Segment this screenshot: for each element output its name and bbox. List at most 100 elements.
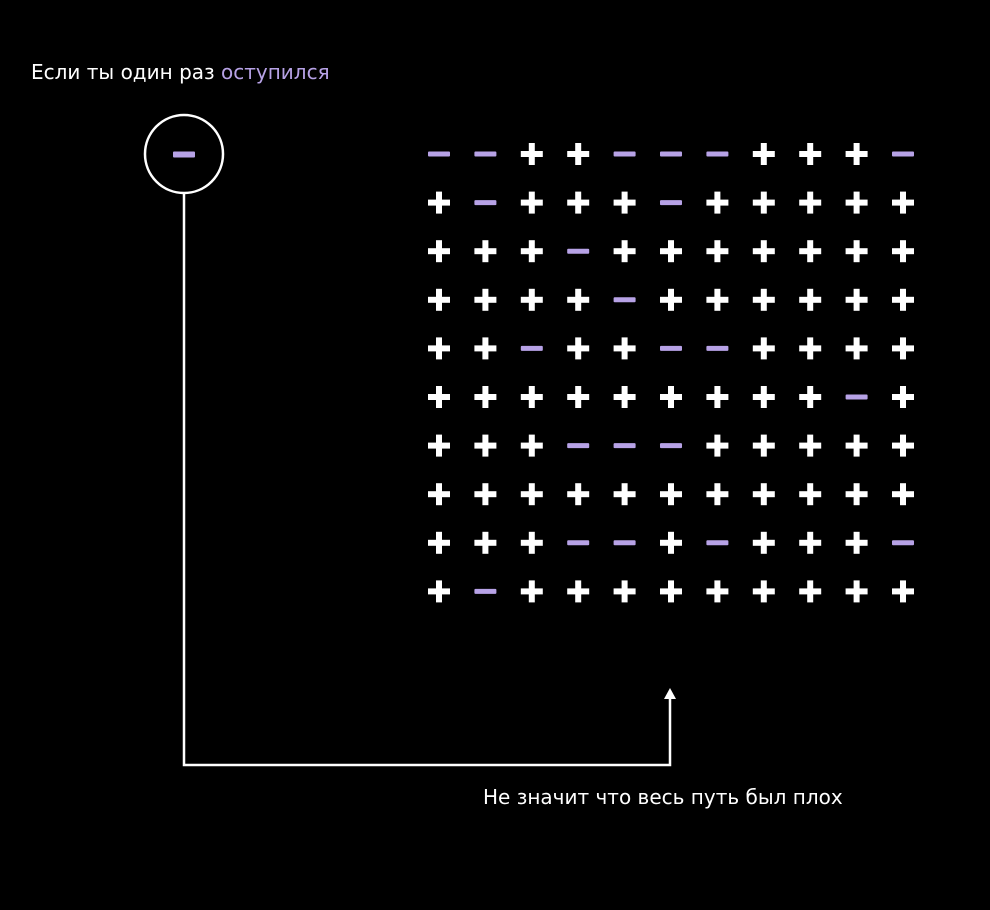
minus-icon — [706, 345, 729, 351]
plus-icon — [428, 337, 450, 360]
plus-icon — [845, 483, 868, 506]
plus-icon — [845, 337, 868, 360]
minus-icon — [567, 540, 590, 546]
plus-icon — [752, 580, 775, 603]
plus-icon — [428, 191, 450, 214]
plus-icon — [892, 386, 914, 408]
plus-icon — [613, 191, 636, 214]
highlight-minus-icon — [173, 151, 195, 158]
plus-icon — [474, 240, 497, 263]
headline-lead: Если ты один раз — [31, 60, 215, 84]
plus-icon — [520, 386, 543, 408]
minus-icon — [706, 540, 729, 546]
plus-icon — [752, 288, 775, 311]
plus-icon — [474, 531, 497, 554]
plus-icon — [520, 580, 543, 603]
minus-icon — [845, 394, 868, 400]
plus-icon — [845, 434, 868, 457]
plus-icon — [660, 240, 682, 263]
plus-icon — [892, 483, 914, 506]
minus-icon — [660, 443, 682, 449]
plus-icon — [613, 337, 636, 360]
plus-icon — [660, 483, 682, 506]
connector-line — [182, 193, 672, 767]
plus-icon — [520, 191, 543, 214]
plus-icon — [892, 580, 914, 603]
plus-icon — [799, 531, 822, 554]
minus-icon — [567, 443, 590, 449]
plus-icon — [845, 143, 868, 165]
plus-icon — [567, 386, 590, 408]
plus-icon — [845, 531, 868, 554]
minus-icon — [706, 151, 729, 157]
plus-icon — [706, 386, 729, 408]
minus-icon — [892, 540, 914, 546]
plus-icon — [706, 288, 729, 311]
plus-icon — [520, 288, 543, 311]
minus-icon — [567, 248, 590, 254]
plus-icon — [752, 483, 775, 506]
minus-icon — [613, 540, 636, 546]
minus-icon — [613, 443, 636, 449]
plus-icon — [845, 191, 868, 214]
plus-icon — [428, 531, 450, 554]
plus-icon — [706, 240, 729, 263]
plus-icon — [752, 337, 775, 360]
plus-icon — [892, 288, 914, 311]
plus-icon — [520, 434, 543, 457]
plus-icon — [799, 337, 822, 360]
plus-icon — [799, 191, 822, 214]
minus-icon — [428, 151, 450, 157]
plus-icon — [474, 288, 497, 311]
plus-icon — [428, 386, 450, 408]
plus-icon — [752, 434, 775, 457]
symbol-grid — [428, 143, 914, 603]
plus-icon — [892, 240, 914, 263]
plus-icon — [428, 580, 450, 603]
plus-icon — [567, 483, 590, 506]
plus-icon — [474, 483, 497, 506]
plus-icon — [706, 191, 729, 214]
plus-icon — [845, 240, 868, 263]
plus-icon — [752, 386, 775, 408]
plus-icon — [799, 143, 822, 165]
minus-icon — [660, 151, 682, 157]
plus-icon — [520, 483, 543, 506]
plus-icon — [799, 240, 822, 263]
plus-icon — [428, 288, 450, 311]
plus-icon — [567, 580, 590, 603]
minus-icon — [892, 151, 914, 157]
plus-icon — [799, 483, 822, 506]
plus-icon — [892, 191, 914, 214]
plus-icon — [474, 386, 497, 408]
plus-icon — [567, 191, 590, 214]
plus-icon — [706, 580, 729, 603]
caption: Не значит что весь путь был плох — [483, 785, 843, 809]
plus-icon — [660, 288, 682, 311]
plus-icon — [660, 386, 682, 408]
plus-icon — [567, 337, 590, 360]
minus-icon — [613, 297, 636, 303]
plus-icon — [799, 288, 822, 311]
minus-icon — [474, 200, 497, 206]
plus-icon — [752, 531, 775, 554]
plus-icon — [892, 337, 914, 360]
plus-icon — [752, 191, 775, 214]
plus-icon — [706, 483, 729, 506]
plus-icon — [752, 240, 775, 263]
plus-icon — [613, 386, 636, 408]
plus-icon — [613, 483, 636, 506]
plus-icon — [428, 483, 450, 506]
headline: Если ты один раз оступился — [31, 60, 330, 84]
minus-icon — [520, 345, 543, 351]
plus-icon — [474, 434, 497, 457]
plus-icon — [799, 386, 822, 408]
minus-icon — [660, 345, 682, 351]
minus-icon — [613, 151, 636, 157]
plus-icon — [520, 531, 543, 554]
connector-arrow-icon — [664, 688, 676, 699]
plus-icon — [799, 434, 822, 457]
plus-icon — [613, 240, 636, 263]
